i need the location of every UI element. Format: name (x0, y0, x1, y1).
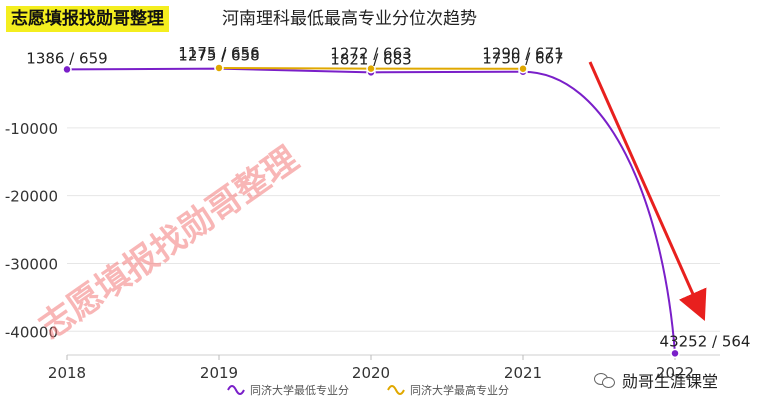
data-point (214, 63, 224, 73)
x-tick-label: 2022 (656, 364, 694, 382)
legend-item: 同济大学最高专业分 (387, 383, 509, 397)
brand-badge: 志愿填报找勋哥整理 (6, 6, 169, 32)
legend-item: 同济大学最低专业分 (227, 383, 349, 397)
legend-label: 同济大学最低专业分 (250, 383, 349, 397)
footer-brand-label: 勋哥生涯课堂 (622, 372, 719, 391)
watermark-text: 志愿填报找勋哥整理 (32, 139, 306, 347)
series-line (66, 67, 676, 354)
data-label: 1730 / 667 (482, 50, 563, 68)
x-tick-label: 2019 (200, 364, 238, 382)
wechat-icon (594, 372, 616, 388)
data-label: 1275 / 658 (178, 47, 259, 65)
legend-label: 同济大学最高专业分 (410, 383, 509, 397)
data-point (670, 348, 680, 359)
data-label: 1175 / 656 (178, 44, 259, 62)
y-tick-label: -30000 (5, 255, 58, 273)
x-tick-label: 2021 (504, 364, 542, 382)
y-tick-label: -40000 (5, 323, 58, 341)
data-point (62, 64, 72, 75)
y-tick-label: -20000 (5, 188, 58, 206)
chart-title: 河南理科最低最高专业分位次趋势 (222, 9, 477, 29)
data-label: 43252 / 564 (660, 332, 751, 350)
footer-brand: 勋哥生涯课堂 (594, 368, 718, 392)
red-arrow-annotation (588, 61, 707, 321)
data-label: 1272 / 663 (330, 45, 411, 63)
y-tick-label: -10000 (5, 120, 58, 138)
legend-swatch (387, 385, 405, 395)
x-tick-label: 2020 (352, 364, 390, 382)
x-tick-label: 2018 (48, 364, 86, 382)
data-label: 1821 / 683 (330, 50, 411, 68)
header: 志愿填报找勋哥整理 河南理科最低最高专业分位次趋势 (0, 0, 764, 48)
data-point (366, 63, 376, 74)
data-label: 1290 / 671 (482, 45, 563, 63)
data-point (518, 63, 528, 74)
legend-swatch (227, 385, 245, 395)
data-label: 1386 / 659 (26, 49, 107, 67)
